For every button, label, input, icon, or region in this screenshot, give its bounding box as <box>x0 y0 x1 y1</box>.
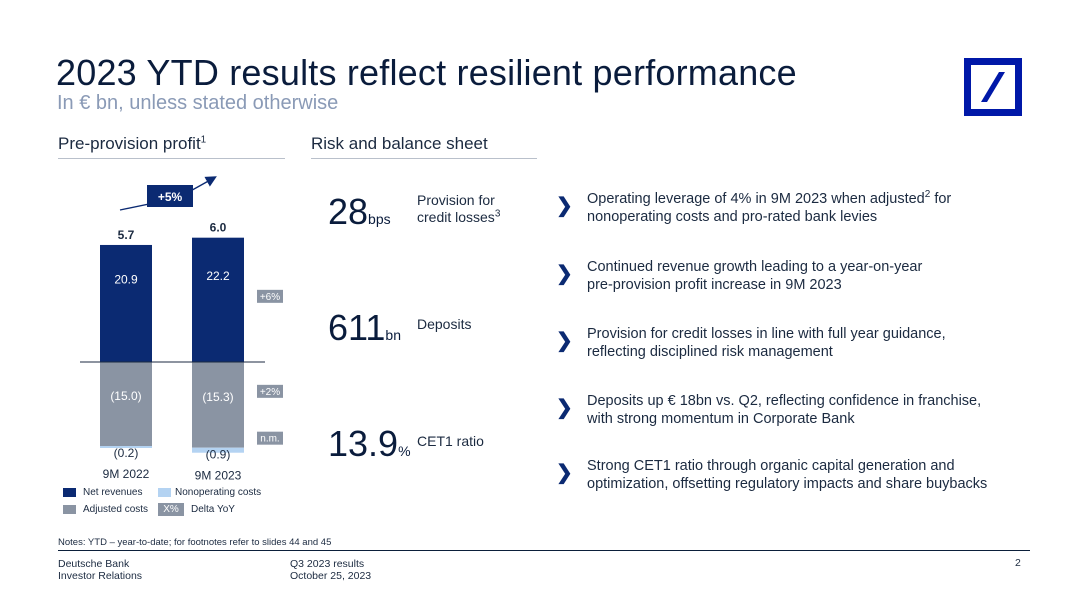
category-label: 9M 2023 <box>195 469 242 483</box>
data-label-total: 6.0 <box>210 221 227 235</box>
bullet-line: pre-provision profit increase in 9M 2023 <box>587 277 842 293</box>
bar-nonoperating-costs <box>192 447 244 453</box>
footnote-marker: 2 <box>924 189 931 201</box>
page-subtitle: In € bn, unless stated otherwise <box>57 92 339 114</box>
bullet-line: optimization, offsetting regulatory impa… <box>587 476 988 492</box>
metric-deposits-value: 611bn <box>328 310 401 346</box>
footnote-marker: 1 <box>200 134 207 146</box>
footnote-marker: 3 <box>494 208 501 220</box>
bullet-revenue-growth: Continued revenue growth leading to a ye… <box>587 258 1037 294</box>
chevron-right-icon: ❯ <box>556 263 573 285</box>
metric-number: 13.9 <box>328 423 399 464</box>
delta-yoy-badge <box>257 289 283 303</box>
bullet-operating-leverage: Operating leverage of 4% in 9M 2023 when… <box>587 190 1037 226</box>
pre-provision-profit-chart: 20.9 5.7 (15.0) (0.2) 9M 2022 22.2 6.0 (15.3) (0… <box>80 176 283 483</box>
metric-provision-label: Provision for credit losses3 <box>417 192 517 226</box>
pre-provision-profit-heading-text: Pre-provision profit <box>58 134 201 153</box>
bullet-line: Provision for credit losses in line with… <box>587 326 946 342</box>
deutsche-bank-logo-icon <box>964 58 1022 116</box>
metric-number: 28 <box>328 191 369 232</box>
bar-adjusted-costs <box>192 362 244 448</box>
metric-cet1-value: 13.9% <box>328 426 411 462</box>
metric-unit: bn <box>385 327 401 343</box>
footer-company-name: Deutsche Bank <box>58 558 130 570</box>
risk-balance-sheet-heading: Risk and balance sheet <box>311 134 488 153</box>
delta-yoy-badge <box>257 431 283 445</box>
bullet-line: with strong momentum in Corporate Bank <box>587 411 855 427</box>
category-label: 9M 2022 <box>103 467 150 481</box>
delta-yoy-label: +2% <box>260 387 280 398</box>
page-number: 2 <box>1015 557 1021 569</box>
bullet-line: Strong CET1 ratio through organic capita… <box>587 458 955 474</box>
data-label-adjusted-costs: (15.3) <box>202 390 233 404</box>
bullet-deposits: Deposits up € 18bn vs. Q2, reflecting co… <box>587 392 1037 428</box>
bullet-line: Operating leverage of 4% in 9M 2023 when… <box>587 191 925 207</box>
footer-department: Investor Relations <box>58 570 143 582</box>
chart-legend: Net revenues Nonoperating costs Adjusted… <box>63 487 293 519</box>
section-divider <box>58 158 285 159</box>
pre-provision-profit-heading: Pre-provision profit1 <box>58 134 206 154</box>
chevron-right-icon: ❯ <box>556 397 573 419</box>
legend-label-nonoperating-costs: Nonoperating costs <box>175 487 262 498</box>
data-label-adjusted-costs: (15.0) <box>110 389 141 403</box>
bar-nonoperating-costs <box>100 446 152 448</box>
metric-number: 611 <box>328 307 386 348</box>
legend-label-adjusted-costs: Adjusted costs <box>83 504 149 515</box>
bar-net-revenues <box>100 244 152 362</box>
footer-date: October 25, 2023 <box>290 570 372 582</box>
bar-adjusted-costs <box>100 362 152 446</box>
metric-unit: % <box>398 443 411 459</box>
footer-company: Deutsche Bank Investor Relations <box>58 558 142 582</box>
page-title: 2023 YTD results reflect resilient perfo… <box>56 52 797 93</box>
chevron-right-icon: ❯ <box>556 195 573 217</box>
legend-swatch-nonoperating-costs <box>158 488 171 497</box>
metric-unit: bps <box>368 211 391 227</box>
bullet-line: Deposits up € 18bn vs. Q2, reflecting co… <box>587 393 982 409</box>
legend-label-delta-yoy: Delta YoY <box>191 504 235 515</box>
legend-swatch-net-revenues <box>63 488 76 497</box>
delta-yoy-label: +6% <box>260 292 280 303</box>
growth-badge-label: +5% <box>158 190 183 204</box>
data-label-nonoperating-costs: (0.9) <box>206 448 231 462</box>
footer-report-name: Q3 2023 results <box>290 558 365 570</box>
section-divider <box>311 158 537 159</box>
metric-deposits-label: Deposits <box>417 316 472 332</box>
data-label-total: 5.7 <box>118 228 135 242</box>
notes-text: Notes: YTD – year-to-date; for footnotes… <box>58 537 332 548</box>
data-label-nonoperating-costs: (0.2) <box>114 446 139 460</box>
delta-yoy-label: n.m. <box>260 434 279 445</box>
legend-label-net-revenues: Net revenues <box>83 487 143 498</box>
chevron-right-icon: ❯ <box>556 330 573 352</box>
metric-label-text: Provision for credit losses <box>417 192 495 225</box>
bullet-line: reflecting disciplined risk management <box>587 344 833 360</box>
data-label-net-revenues: 22.2 <box>206 269 230 283</box>
bullet-line: nonoperating costs and pro-rated bank le… <box>587 209 878 225</box>
chevron-right-icon: ❯ <box>556 462 573 484</box>
growth-badge <box>147 185 193 207</box>
legend-swatch-adjusted-costs <box>63 505 76 514</box>
footer-report: Q3 2023 results October 25, 2023 <box>290 558 371 582</box>
metric-cet1-label: CET1 ratio <box>417 433 484 449</box>
bullet-line: Continued revenue growth leading to a ye… <box>587 259 923 275</box>
data-label-net-revenues: 20.9 <box>114 272 138 286</box>
delta-yoy-badge <box>257 384 283 398</box>
bullet-provision-guidance: Provision for credit losses in line with… <box>587 325 1037 361</box>
bullet-line: for <box>930 191 952 207</box>
bar-net-revenues <box>192 237 244 362</box>
footer-divider <box>58 550 1030 551</box>
bullet-cet1: Strong CET1 ratio through organic capita… <box>587 457 1047 493</box>
metric-provision-value: 28bps <box>328 194 391 230</box>
legend-swatch-delta-yoy: X% <box>158 503 184 516</box>
